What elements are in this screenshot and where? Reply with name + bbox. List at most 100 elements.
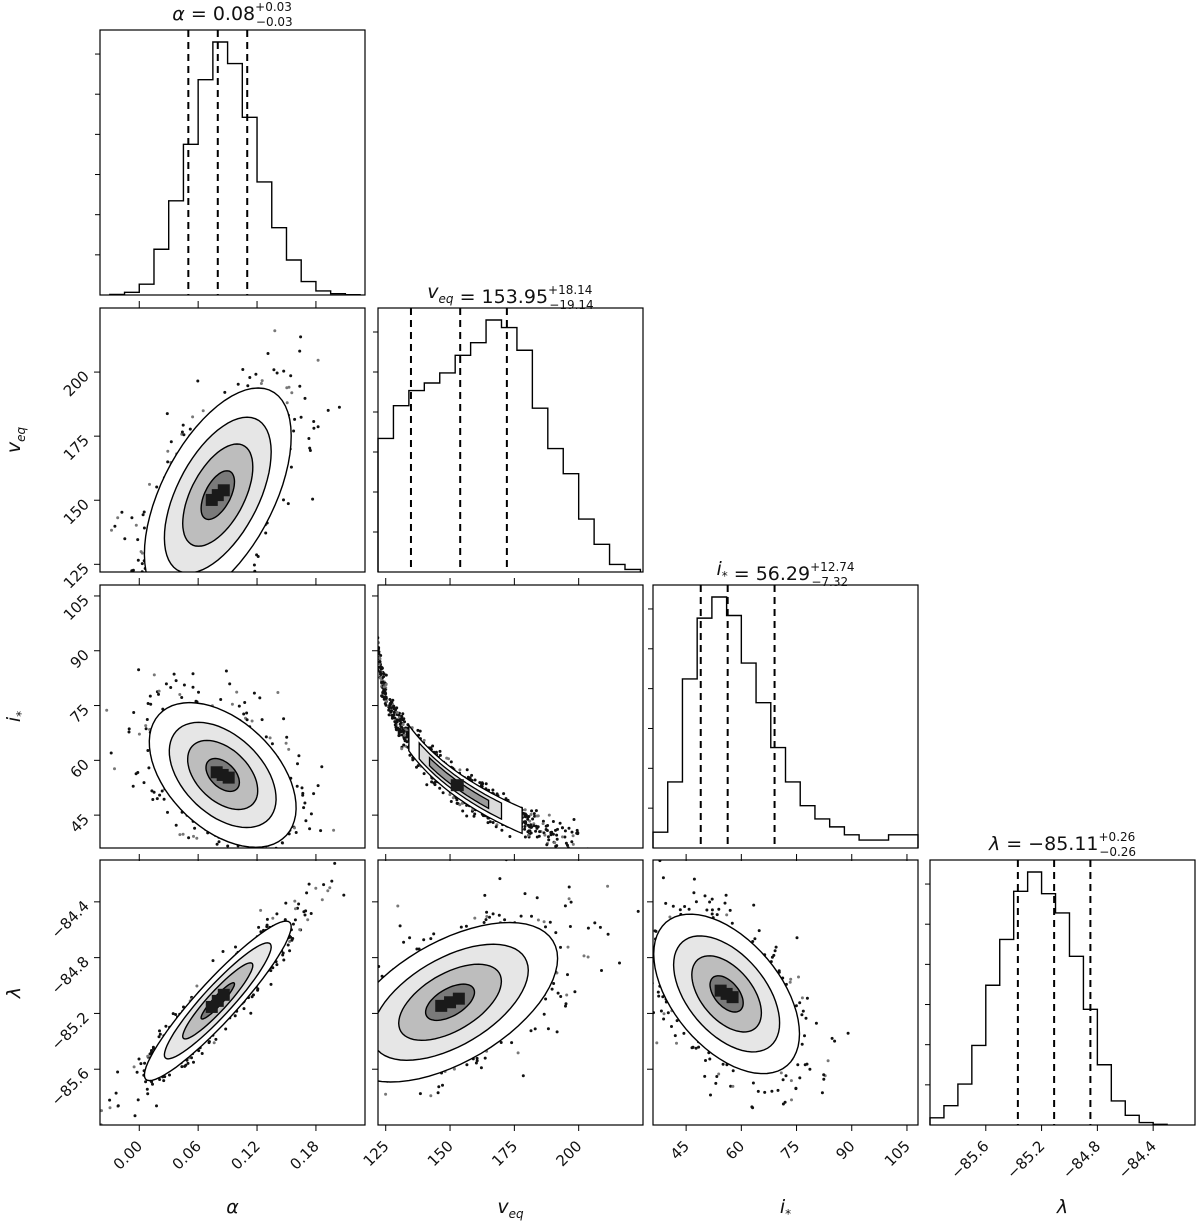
sample-point	[249, 1011, 253, 1015]
sample-point	[400, 714, 404, 718]
sample-point	[297, 754, 301, 758]
sample-point	[193, 826, 197, 830]
sample-point	[526, 830, 530, 834]
sample-point	[180, 430, 184, 434]
sample-point	[150, 789, 154, 793]
sample-point	[550, 987, 554, 991]
sample-point	[228, 682, 232, 686]
panel-frame	[377, 584, 644, 849]
sample-point	[465, 768, 469, 772]
sample-point	[260, 379, 264, 383]
sample-point	[455, 801, 459, 805]
sample-point	[332, 828, 336, 832]
sample-point	[221, 950, 225, 953]
sample-point	[164, 682, 168, 686]
sample-point	[171, 597, 174, 600]
sample-point	[449, 800, 453, 803]
sample-point	[130, 516, 134, 520]
sample-point	[422, 738, 426, 742]
sample-point	[129, 588, 132, 591]
sample-point	[387, 706, 391, 710]
sample-point	[208, 579, 211, 582]
sample-point	[168, 1073, 171, 1077]
sample-point	[232, 877, 235, 880]
sample-point	[144, 727, 148, 731]
sample-point	[533, 814, 537, 818]
sample-point	[119, 596, 122, 599]
joint-panel-alpha-lambda	[99, 859, 366, 1126]
sample-point	[299, 335, 303, 339]
sample-point	[196, 379, 200, 383]
sample-point	[308, 446, 312, 450]
sample-point	[532, 824, 536, 828]
sample-point	[166, 810, 169, 814]
sample-point	[144, 1080, 148, 1084]
sample-point	[293, 826, 296, 830]
sample-point	[438, 749, 442, 753]
sample-point	[265, 923, 269, 927]
sample-point	[137, 668, 141, 672]
sample-point	[212, 1041, 216, 1045]
sample-point	[394, 728, 398, 731]
sample-point	[178, 693, 182, 696]
sample-point	[252, 563, 256, 567]
sample-point	[575, 828, 579, 832]
sample-point	[182, 683, 186, 687]
sample-point	[186, 1061, 190, 1065]
sample-point	[79, 727, 82, 730]
sample-point	[432, 781, 436, 785]
sample-point	[560, 826, 564, 830]
sample-point	[197, 690, 200, 694]
sample-point	[541, 822, 545, 826]
sample-point	[214, 1037, 218, 1041]
sample-point	[127, 727, 131, 731]
joint-panel-veq-istar	[377, 584, 644, 849]
sample-point	[134, 619, 137, 622]
sample-point	[397, 727, 401, 731]
sample-point	[389, 706, 393, 710]
sample-point	[309, 812, 313, 816]
sample-point	[195, 984, 199, 988]
sample-point	[274, 861, 277, 864]
sample-point	[554, 844, 558, 848]
sample-point	[555, 833, 559, 837]
sample-point	[242, 712, 246, 716]
sample-point	[198, 599, 201, 602]
sample-point	[528, 819, 532, 823]
sample-point	[200, 1052, 204, 1055]
sample-point	[150, 1049, 153, 1052]
sample-point	[128, 618, 131, 621]
sample-point	[234, 945, 237, 949]
sample-point	[586, 926, 590, 930]
sample-point	[307, 437, 311, 440]
sample-point	[316, 784, 320, 788]
sample-point	[403, 720, 406, 724]
sample-point	[394, 725, 398, 729]
sample-point	[360, 1043, 363, 1046]
sample-point	[314, 886, 318, 890]
sample-point	[547, 813, 551, 817]
sample-point	[402, 729, 406, 733]
sample-point	[140, 562, 144, 566]
sample-point	[370, 1032, 373, 1035]
sample-point	[308, 827, 312, 831]
sample-point	[542, 1012, 546, 1016]
sample-point	[312, 420, 316, 423]
sample-point	[312, 792, 316, 796]
density-peak	[217, 988, 230, 1001]
sample-point	[278, 872, 281, 875]
sample-point	[100, 1109, 103, 1113]
sample-point	[526, 817, 530, 821]
sample-point	[289, 465, 293, 469]
sample-point	[534, 829, 538, 833]
sample-point	[546, 824, 550, 827]
hist-panel-istar: i* = 56.29+12.74 −7.32	[648, 558, 919, 849]
sample-point	[180, 696, 184, 699]
sample-point	[566, 843, 569, 847]
density-peak	[450, 779, 464, 792]
sample-point	[388, 703, 392, 707]
sample-point	[294, 831, 298, 834]
sample-point	[113, 524, 117, 528]
sample-point	[373, 1010, 376, 1013]
